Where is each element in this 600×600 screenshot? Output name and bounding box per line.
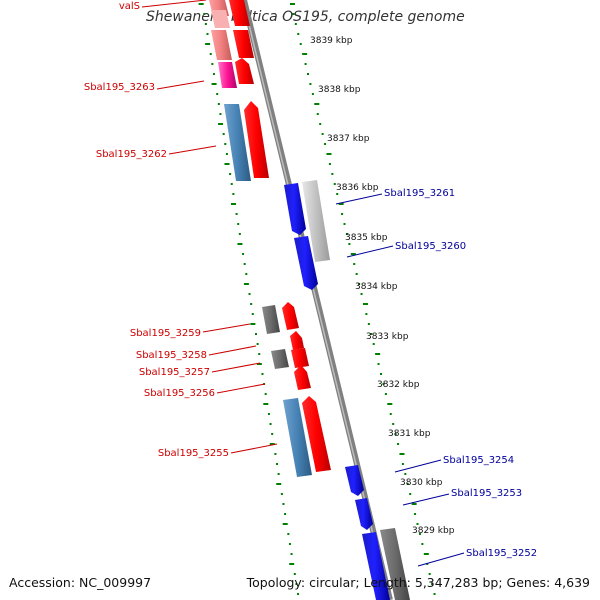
- gene-label-valS[interactable]: valS: [119, 1, 140, 12]
- gene-label-Sbal195_3257[interactable]: Sbal195_3257: [139, 367, 210, 378]
- leader-line: [402, 493, 450, 506]
- gene-valS-rna-feature[interactable]: [211, 10, 230, 28]
- gene-Sbal195_3258-feature[interactable]: [290, 331, 304, 350]
- leader-line: [141, 0, 207, 8]
- gene-Sbal195_3252-pseudo-feature[interactable]: [380, 528, 410, 600]
- gene-label-Sbal195_3255[interactable]: Sbal195_3255: [158, 448, 229, 459]
- kbp-label: 3839 kbp: [310, 36, 353, 46]
- gene-Sbal195_3263-feature[interactable]: [218, 62, 237, 88]
- kbp-label: 3831 kbp: [388, 429, 431, 439]
- gene-red-arrow-feature[interactable]: [235, 58, 254, 84]
- gene-red-feature[interactable]: [233, 30, 254, 58]
- gene-label-Sbal195_3254[interactable]: Sbal195_3254: [443, 455, 514, 466]
- gene-Sbal195_3256-feature[interactable]: [294, 365, 311, 390]
- gene-label-Sbal195_3252[interactable]: Sbal195_3252: [466, 548, 537, 559]
- kbp-label: 3838 kbp: [318, 85, 361, 95]
- gene-Sbal195_3261-feature[interactable]: [284, 183, 306, 235]
- gene-label-Sbal195_3261[interactable]: Sbal195_3261: [384, 188, 455, 199]
- topology-summary: Topology: circular; Length: 5,347,283 bp…: [246, 575, 590, 590]
- leader-line: [202, 323, 251, 333]
- left-gene-labels: valS Sbal195_3263 Sbal195_3262 Sbal195_3…: [84, 0, 278, 459]
- gene-label-Sbal195_3258[interactable]: Sbal195_3258: [136, 350, 207, 361]
- right-gene-labels: Sbal195_3261 Sbal195_3260 Sbal195_3254 S…: [335, 188, 537, 567]
- leader-line: [208, 345, 257, 356]
- gene-Sbal195_3260-feature[interactable]: [294, 236, 318, 290]
- accession-label: Accession: NC_009997: [9, 575, 152, 590]
- gene-label-Sbal195_3260[interactable]: Sbal195_3260: [395, 241, 466, 252]
- leader-line: [230, 443, 278, 454]
- gene-Sbal195_3262-feature[interactable]: [224, 104, 251, 181]
- ruler-ticks: [198, 3, 436, 595]
- gene-Sbal195_3252-feature[interactable]: [362, 532, 390, 600]
- gene-features: [209, 0, 410, 600]
- gene-arrow-feature[interactable]: [229, 0, 250, 26]
- leader-line: [216, 383, 266, 394]
- gene-Sbal195_3257-feature[interactable]: [271, 349, 289, 369]
- leader-line: [346, 245, 394, 258]
- leader-line: [417, 552, 465, 567]
- gene-Sbal195_3259-arrow-feature[interactable]: [282, 302, 299, 330]
- leader-line: [168, 145, 217, 155]
- gene-Sbal195_3255-feature[interactable]: [283, 398, 312, 477]
- gene-Sbal195_3257-arrow-feature[interactable]: [291, 348, 309, 368]
- kbp-label: 3829 kbp: [412, 526, 455, 536]
- kbp-label: 3834 kbp: [355, 282, 398, 292]
- kbp-label: 3832 kbp: [377, 380, 420, 390]
- kbp-label: 3835 kbp: [345, 233, 388, 243]
- kbp-label: 3836 kbp: [336, 183, 379, 193]
- gene-Sbal195_3253-feature[interactable]: [355, 498, 373, 530]
- gene-salmon-feature[interactable]: [211, 30, 232, 60]
- gene-Sbal195_3261-pseudo-feature[interactable]: [302, 180, 330, 262]
- kbp-labels: 3839 kbp 3838 kbp 3837 kbp 3836 kbp 3835…: [310, 36, 455, 536]
- gene-label-Sbal195_3259[interactable]: Sbal195_3259: [130, 328, 201, 339]
- gene-Sbal195_3254-feature[interactable]: [345, 465, 364, 496]
- gene-Sbal195_3262-arrow-feature[interactable]: [244, 101, 269, 178]
- leader-line: [394, 459, 442, 473]
- leader-line: [335, 193, 383, 205]
- gene-Sbal195_3255-arrow-feature[interactable]: [302, 396, 331, 472]
- gene-label-Sbal195_3263[interactable]: Sbal195_3263: [84, 82, 155, 93]
- kbp-label: 3830 kbp: [400, 478, 443, 488]
- gene-label-Sbal195_3253[interactable]: Sbal195_3253: [451, 488, 522, 499]
- gene-label-Sbal195_3256[interactable]: Sbal195_3256: [144, 388, 215, 399]
- gene-Sbal195_3259-feature[interactable]: [262, 305, 280, 334]
- kbp-label: 3837 kbp: [327, 134, 370, 144]
- gene-label-Sbal195_3262[interactable]: Sbal195_3262: [96, 149, 167, 160]
- kbp-label: 3833 kbp: [366, 332, 409, 342]
- leader-line: [156, 80, 205, 90]
- leader-line: [211, 362, 261, 373]
